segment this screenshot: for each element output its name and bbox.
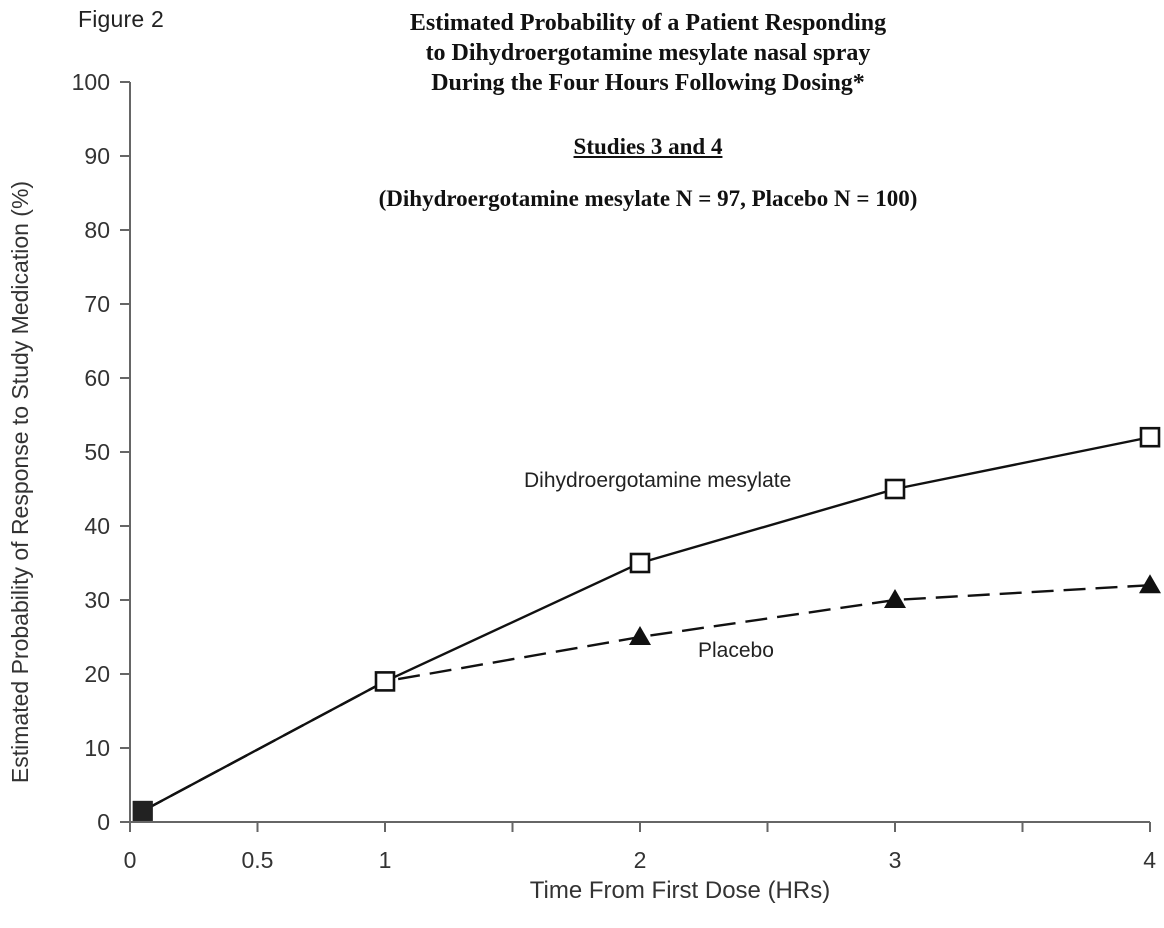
y-tick-label: 60 [84,365,110,391]
y-tick-label: 80 [84,217,110,243]
x-axis-label: Time From First Dose (HRs) [530,877,830,904]
y-tick-label: 100 [72,69,110,95]
annotation-placebo: Placebo [698,639,774,662]
chart-title: Estimated Probability of a Patient Respo… [258,8,1038,98]
data-point-dhe [884,478,906,500]
annotations: Dihydroergotamine mesylate Placebo [524,469,791,662]
data-point-dhe [629,552,651,574]
chart-title-line-3: During the Four Hours Following Dosing* [431,70,865,96]
figure-label: Figure 2 [78,6,164,32]
chart-title-line-2: to Dihydroergotamine mesylate nasal spra… [425,40,871,66]
data-point-dhe [374,671,396,692]
x-tick-label: 3 [889,847,902,873]
chart-title-line-1: Estimated Probability of a Patient Respo… [409,10,887,36]
annotation-dhe: Dihydroergotamine mesylate [524,469,791,492]
y-tick-label: 10 [84,735,110,761]
x-tick-label: 4 [1143,847,1156,873]
y-tick-label: 90 [84,143,110,169]
data-point-placebo [1139,574,1161,594]
y-axis-label: Estimated Probability of Response to Stu… [7,181,33,783]
x-tick-label: 0 [124,847,137,873]
x-tick-label: 2 [634,847,647,873]
series-line-dhe [142,436,1151,812]
chart-subtitle: Studies 3 and 4 [573,134,723,159]
y-tick-label: 30 [84,587,110,613]
data-point-dhe [1139,426,1161,448]
series-group [132,426,1161,821]
axes: 0 10 20 30 40 50 60 70 80 90 100 0 0.5 1 2 3 4 Time From … [7,69,1156,904]
data-point-placebo [132,800,153,821]
chart-subtitle-n: (Dihydroergotamine mesylate N = 97, Plac… [378,186,918,211]
y-tick-label: 20 [84,661,110,687]
x-tick-label: 1 [379,847,392,873]
x-tick-label: 0.5 [242,847,274,873]
y-tick-label: 70 [84,291,110,317]
data-point-placebo [884,589,906,608]
y-tick-label: 0 [97,809,110,835]
y-tick-label: 50 [84,439,110,465]
series-line-placebo [142,584,1151,812]
y-tick-label: 40 [84,513,110,539]
data-point-placebo [629,626,651,645]
